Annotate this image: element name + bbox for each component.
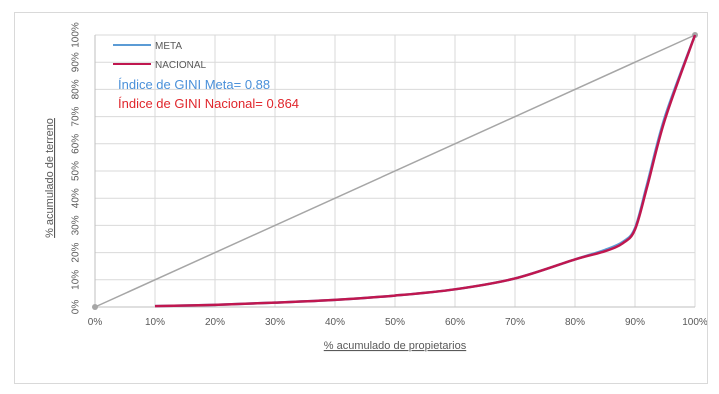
x-tick-label: 60%: [445, 317, 465, 328]
y-tick-label: 40%: [71, 188, 82, 208]
legend-label-meta: META: [155, 41, 182, 52]
y-tick-label: 30%: [71, 215, 82, 235]
y-tick-label: 10%: [71, 270, 82, 290]
legend-label-nacional: NACIONAL: [155, 60, 207, 71]
y-tick-label: 20%: [71, 242, 82, 262]
x-tick-label: 40%: [325, 317, 345, 328]
x-tick-label: 50%: [385, 317, 405, 328]
y-tick-labels: 0% 10% 20% 30% 40% 50% 60% 70% 80% 90% 100%: [71, 22, 82, 314]
equality-line: [94, 34, 696, 308]
x-tick-labels: 0% 10% 20% 30% 40% 50% 60% 70% 80% 90% 100%: [88, 317, 708, 328]
lorenz-chart: 0% 10% 20% 30% 40% 50% 60% 70% 80% 90% 100% 0% 10% 2…: [44, 22, 708, 352]
chart-frame: 0% 10% 20% 30% 40% 50% 60% 70% 80% 90% 100% 0% 10% 2…: [14, 12, 708, 384]
y-tick-label: 70%: [71, 106, 82, 126]
x-axis-label: % acumulado de propietarios: [324, 340, 467, 352]
x-tick-label: 100%: [682, 317, 707, 328]
y-tick-label: 100%: [71, 22, 82, 48]
x-tick-label: 90%: [625, 317, 645, 328]
plot-lines: [92, 32, 698, 310]
y-tick-label: 80%: [71, 79, 82, 99]
x-tick-label: 30%: [265, 317, 285, 328]
y-axis-label: % acumulado de terreno: [44, 118, 56, 238]
x-tick-label: 80%: [565, 317, 585, 328]
y-tick-label: 50%: [71, 161, 82, 181]
y-tick-label: 0%: [71, 300, 82, 315]
axes: [94, 35, 695, 308]
gini-nacional-annotation: Índice de GINI Nacional= 0.864: [118, 96, 299, 111]
series-line-nacional: [154, 34, 697, 308]
legend: META NACIONAL: [113, 41, 207, 71]
x-tick-label: 0%: [88, 317, 103, 328]
x-tick-label: 70%: [505, 317, 525, 328]
gini-meta-annotation: Índice de GINI Meta= 0.88: [118, 77, 270, 92]
equality-start-point: [92, 304, 98, 310]
y-tick-label: 90%: [71, 52, 82, 72]
y-tick-label: 60%: [71, 134, 82, 154]
x-tick-label: 20%: [205, 317, 225, 328]
x-tick-label: 10%: [145, 317, 165, 328]
